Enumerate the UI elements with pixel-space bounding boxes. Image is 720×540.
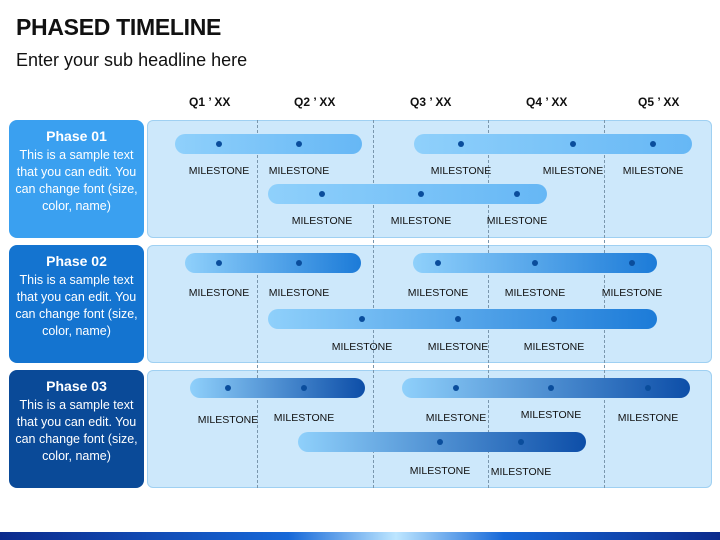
quarter-header-1: Q1 ’ XX (189, 95, 231, 109)
milestone-label: MILESTONE (486, 215, 548, 227)
timeline-bar[interactable] (402, 378, 690, 398)
phase-card-1[interactable]: Phase 01 This is a sample text that you … (9, 120, 144, 238)
milestone-label: MILESTONE (542, 165, 604, 177)
timeline-bar[interactable] (175, 134, 362, 154)
quarter-divider (373, 120, 374, 488)
phase-title: Phase 03 (46, 378, 107, 394)
milestone-label: MILESTONE (407, 287, 469, 299)
milestone-label: MILESTONE (409, 465, 471, 477)
milestone-label: MILESTONE (622, 165, 684, 177)
milestone-label: MILESTONE (490, 466, 552, 478)
timeline-bar[interactable] (185, 253, 361, 273)
page-subtitle: Enter your sub headline here (16, 50, 248, 70)
milestone-dot[interactable] (629, 260, 635, 266)
milestone-label: MILESTONE (188, 287, 250, 299)
milestone-label: MILESTONE (504, 287, 566, 299)
milestone-dot[interactable] (453, 385, 459, 391)
milestone-dot[interactable] (518, 439, 524, 445)
milestone-label: MILESTONE (331, 341, 393, 353)
phase-card-2[interactable]: Phase 02 This is a sample text that you … (9, 245, 144, 363)
milestone-dot[interactable] (570, 141, 576, 147)
milestone-label: MILESTONE (425, 412, 487, 424)
phase-description: This is a sample text that you can edit.… (15, 273, 138, 338)
milestone-dot[interactable] (650, 141, 656, 147)
milestone-label: MILESTONE (268, 165, 330, 177)
quarter-header-4: Q4 ’ XX (526, 95, 568, 109)
phase-title: Phase 02 (46, 253, 107, 269)
timeline-bar[interactable] (268, 184, 547, 204)
milestone-dot[interactable] (645, 385, 651, 391)
milestone-label: MILESTONE (390, 215, 452, 227)
milestone-label: MILESTONE (273, 412, 335, 424)
milestone-label: MILESTONE (523, 341, 585, 353)
milestone-dot[interactable] (435, 260, 441, 266)
milestone-dot[interactable] (296, 260, 302, 266)
milestone-label: MILESTONE (430, 165, 492, 177)
timeline-bar[interactable] (268, 309, 657, 329)
footer-stripe (0, 532, 720, 540)
milestone-label: MILESTONE (617, 412, 679, 424)
milestone-dot[interactable] (296, 141, 302, 147)
milestone-dot[interactable] (514, 191, 520, 197)
milestone-label: MILESTONE (197, 414, 259, 426)
milestone-label: MILESTONE (291, 215, 353, 227)
quarter-header-5: Q5 ’ XX (638, 95, 680, 109)
milestone-dot[interactable] (532, 260, 538, 266)
phase-description: This is a sample text that you can edit.… (15, 148, 138, 213)
milestone-label: MILESTONE (188, 165, 250, 177)
milestone-label: MILESTONE (427, 341, 489, 353)
quarter-header-3: Q3 ’ XX (410, 95, 452, 109)
milestone-dot[interactable] (551, 316, 557, 322)
milestone-label: MILESTONE (268, 287, 330, 299)
milestone-dot[interactable] (418, 191, 424, 197)
quarter-header-2: Q2 ’ XX (294, 95, 336, 109)
milestone-dot[interactable] (458, 141, 464, 147)
milestone-dot[interactable] (359, 316, 365, 322)
milestone-dot[interactable] (216, 260, 222, 266)
timeline-bar[interactable] (414, 134, 692, 154)
milestone-dot[interactable] (301, 385, 307, 391)
phase-title: Phase 01 (46, 128, 107, 144)
phase-card-3[interactable]: Phase 03 This is a sample text that you … (9, 370, 144, 488)
milestone-dot[interactable] (216, 141, 222, 147)
quarter-divider (257, 120, 258, 488)
milestone-dot[interactable] (455, 316, 461, 322)
milestone-dot[interactable] (437, 439, 443, 445)
phase-description: This is a sample text that you can edit.… (15, 398, 138, 463)
milestone-dot[interactable] (319, 191, 325, 197)
milestone-label: MILESTONE (601, 287, 663, 299)
milestone-label: MILESTONE (520, 409, 582, 421)
quarter-divider (604, 120, 605, 488)
page-title: PHASED TIMELINE (16, 14, 222, 40)
quarter-divider (488, 120, 489, 488)
milestone-dot[interactable] (225, 385, 231, 391)
timeline-bar[interactable] (190, 378, 365, 398)
milestone-dot[interactable] (548, 385, 554, 391)
